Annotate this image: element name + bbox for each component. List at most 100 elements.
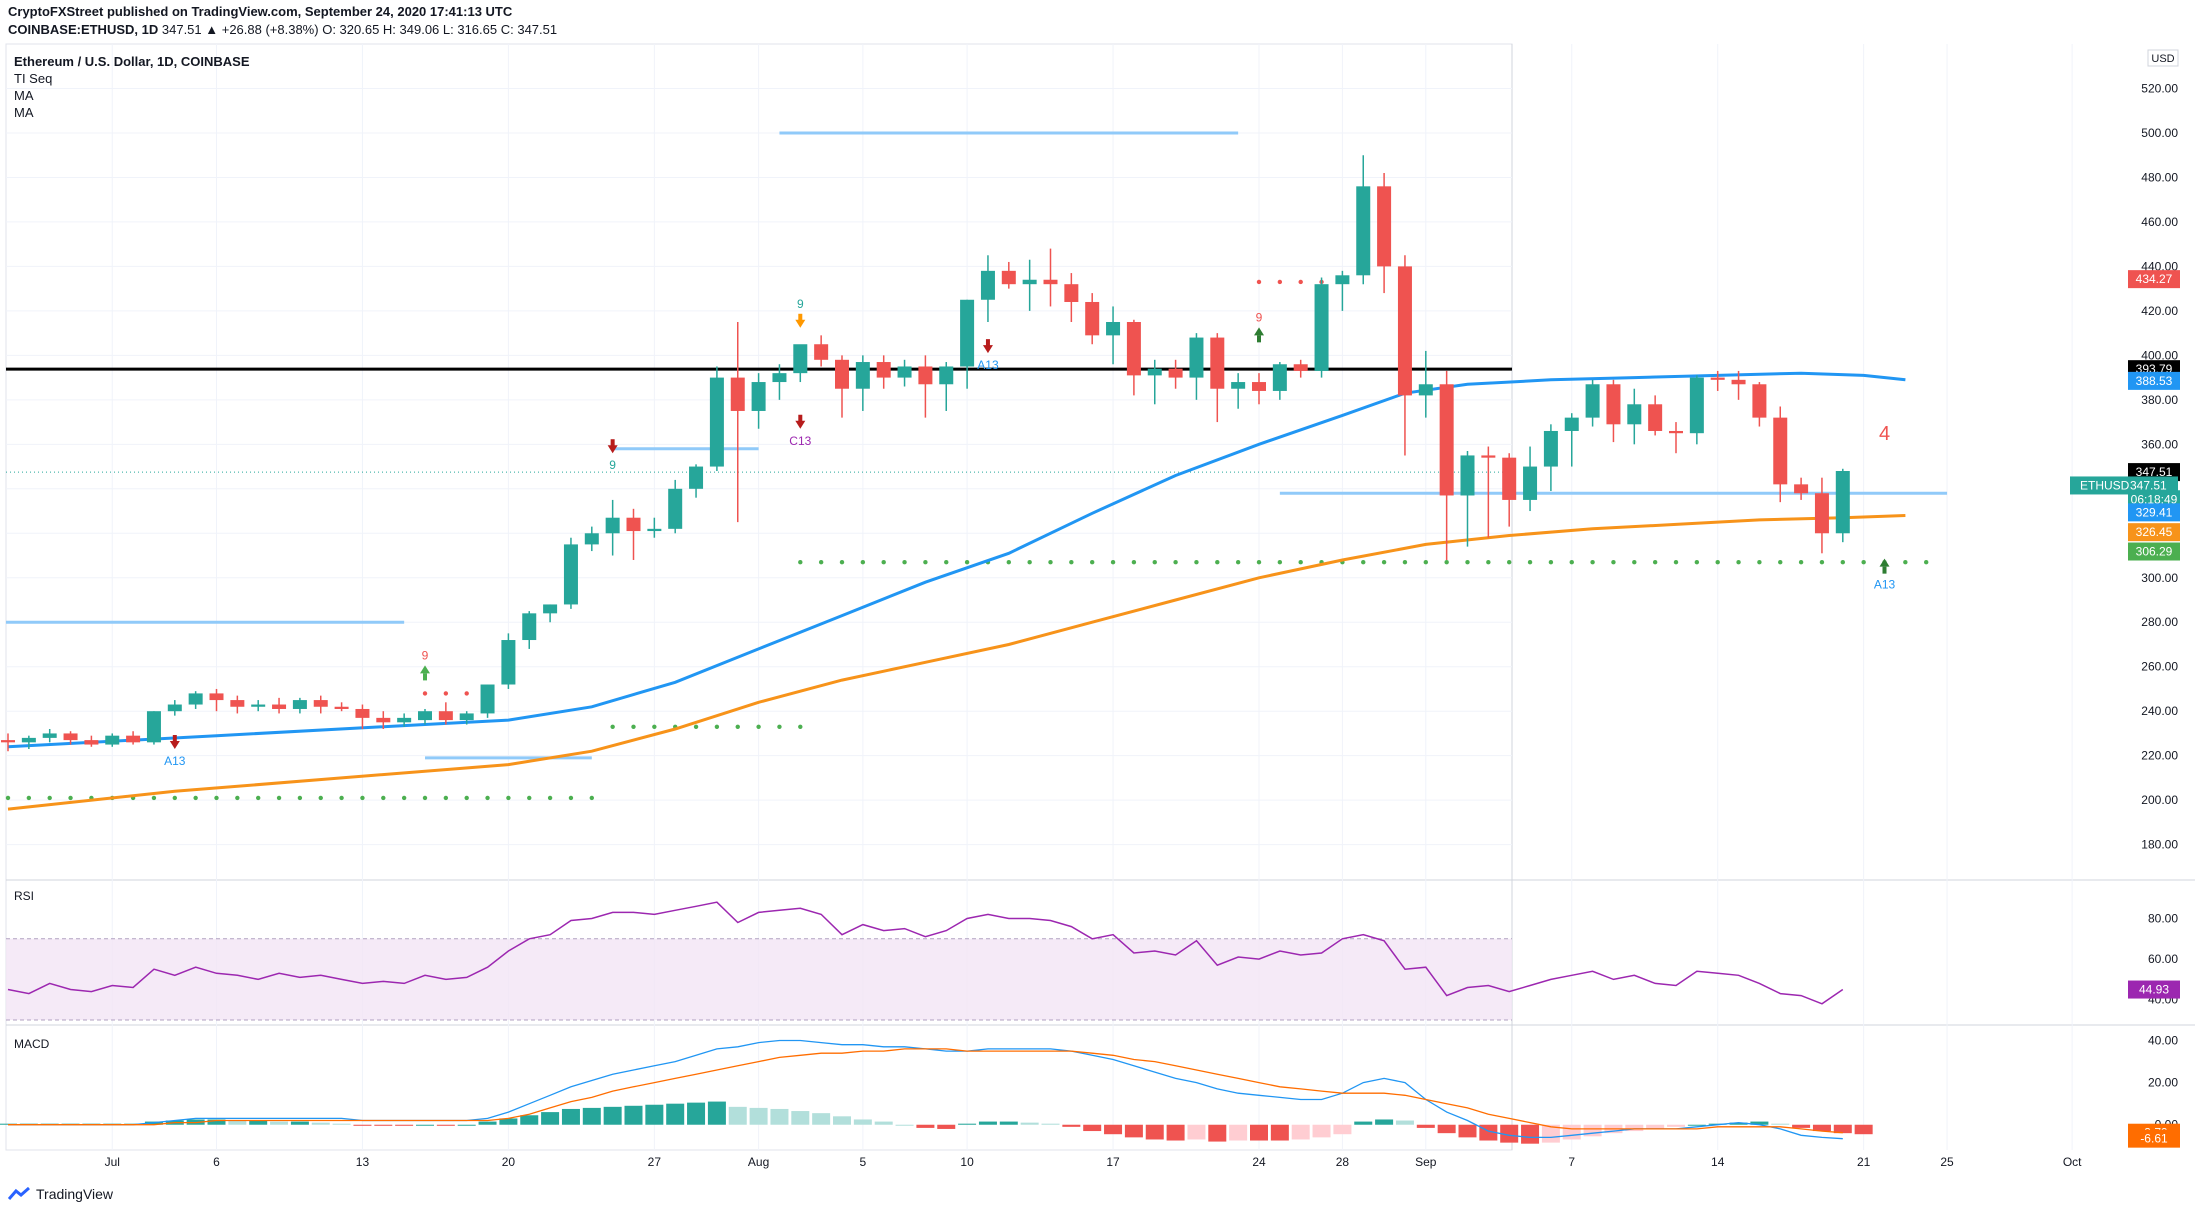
legend-ma-2[interactable]: MA xyxy=(14,105,34,120)
seq-dot xyxy=(798,559,803,565)
seq-dot xyxy=(276,795,282,801)
seq-dot xyxy=(547,795,553,801)
candle-body xyxy=(835,359,849,389)
candle-body xyxy=(1460,455,1475,496)
candle-body xyxy=(1773,417,1788,485)
macd-tick-label: 20.00 xyxy=(2148,1076,2178,1090)
seq-dot xyxy=(1090,559,1095,565)
candle-body xyxy=(960,299,975,367)
x-tick-label: 28 xyxy=(1336,1155,1350,1169)
seq-dot xyxy=(401,795,407,801)
macd-histogram-bar xyxy=(249,1120,268,1125)
seq-dot xyxy=(756,724,761,729)
seq-label: 9 xyxy=(797,297,804,311)
macd-histogram-bar xyxy=(1521,1124,1540,1144)
macd-histogram-bar xyxy=(1250,1124,1268,1141)
macd-histogram-bar xyxy=(228,1120,247,1125)
macd-histogram-bar xyxy=(791,1111,810,1125)
seq-dot xyxy=(172,795,177,801)
macd-histogram-bar xyxy=(958,1123,977,1125)
macd-histogram-bar xyxy=(499,1118,518,1125)
legend-ma-1[interactable]: MA xyxy=(14,88,34,103)
macd-histogram-bar xyxy=(1854,1124,1873,1135)
candle-body xyxy=(1064,284,1079,302)
x-tick-label: Oct xyxy=(2063,1155,2082,1169)
ohlc-text: O: 320.65 H: 349.06 L: 316.65 C: 347.51 xyxy=(322,22,558,37)
macd-histogram-bar xyxy=(561,1108,580,1125)
macd-histogram-bar xyxy=(1291,1124,1310,1140)
candle-body xyxy=(418,711,432,721)
candle-body xyxy=(376,717,391,723)
price-axis-badge-text: 347.51 xyxy=(2136,465,2173,479)
candle-body xyxy=(21,737,36,743)
seq-dot xyxy=(1632,559,1637,565)
seq-dot xyxy=(631,724,636,729)
seq-dot xyxy=(26,795,32,801)
seq-count-label: 4 xyxy=(1879,423,1890,445)
ma50-line xyxy=(7,371,1906,749)
macd-histogram-bar xyxy=(999,1121,1018,1125)
candle-body xyxy=(230,700,245,707)
candle-body xyxy=(1689,377,1704,434)
arrow-down-icon-stem xyxy=(610,439,615,447)
legend-ti-seq[interactable]: TI Seq xyxy=(14,71,53,86)
arrow-up-icon-stem xyxy=(423,673,427,681)
seq-dot xyxy=(610,724,615,729)
macd-histogram-bar xyxy=(1062,1124,1081,1127)
currency-label: USD xyxy=(2151,53,2174,65)
price-axis-badge-text: 434.27 xyxy=(2136,272,2173,286)
x-tick-label: Aug xyxy=(748,1155,769,1169)
macd-histogram-bar xyxy=(478,1121,497,1125)
arrow-up-icon xyxy=(1254,327,1264,336)
seq-dot xyxy=(443,691,449,696)
seq-label: A13 xyxy=(977,358,999,372)
seq-dot xyxy=(360,795,365,801)
seq-dot xyxy=(464,691,469,696)
seq-dot xyxy=(1173,559,1178,565)
seq-dot xyxy=(527,795,532,801)
seq-dot xyxy=(235,795,240,801)
candle-body xyxy=(1231,382,1246,389)
seq-dot xyxy=(1715,559,1720,565)
x-tick-label: 5 xyxy=(860,1155,867,1169)
seq-dot xyxy=(214,795,219,801)
macd-histogram-bar xyxy=(645,1104,664,1125)
macd-histogram-bar xyxy=(1562,1124,1581,1140)
x-tick-label: 21 xyxy=(1857,1155,1871,1169)
candle-body xyxy=(1189,337,1204,378)
price-tick-label: 400.00 xyxy=(2141,348,2178,362)
ma100-line xyxy=(7,514,1906,811)
candle-body xyxy=(1335,275,1350,285)
macd-histogram-bar xyxy=(624,1105,643,1125)
seq-dot xyxy=(1194,559,1199,565)
candle-body xyxy=(1794,484,1809,494)
seq-dot xyxy=(464,795,469,801)
macd-histogram-bar xyxy=(582,1107,601,1125)
candle-body xyxy=(1752,384,1767,418)
symbol-price-badge-name: ETHUSD xyxy=(2080,478,2130,492)
seq-dot xyxy=(1694,559,1700,565)
seq-dot xyxy=(1027,559,1032,565)
seq-dot xyxy=(881,559,886,565)
seq-dot xyxy=(839,559,845,565)
price-tick-label: 260.00 xyxy=(2141,660,2178,674)
seq-dot xyxy=(1819,559,1825,565)
x-tick-label: Jul xyxy=(105,1155,120,1169)
seq-dot xyxy=(1840,559,1846,565)
price-axis-badge-text: 329.41 xyxy=(2136,505,2173,519)
candle-body xyxy=(209,693,224,701)
rsi-title: RSI xyxy=(14,889,34,903)
candle-body xyxy=(1710,377,1725,380)
price-tick-label: 520.00 xyxy=(2141,81,2178,95)
macd-histogram-bar xyxy=(874,1121,893,1125)
candle-body xyxy=(63,733,78,741)
seq-label: A13 xyxy=(164,754,186,768)
seq-dot xyxy=(1507,559,1512,565)
rsi-band xyxy=(6,938,1512,1020)
tradingview-logo[interactable]: TradingView xyxy=(7,1186,113,1202)
macd-histogram-bar xyxy=(1771,1123,1790,1125)
seq-dot xyxy=(1110,559,1116,565)
seq-dot xyxy=(506,795,511,801)
x-tick-label: 25 xyxy=(1940,1155,1954,1169)
price-axis-badge xyxy=(2128,371,2180,390)
